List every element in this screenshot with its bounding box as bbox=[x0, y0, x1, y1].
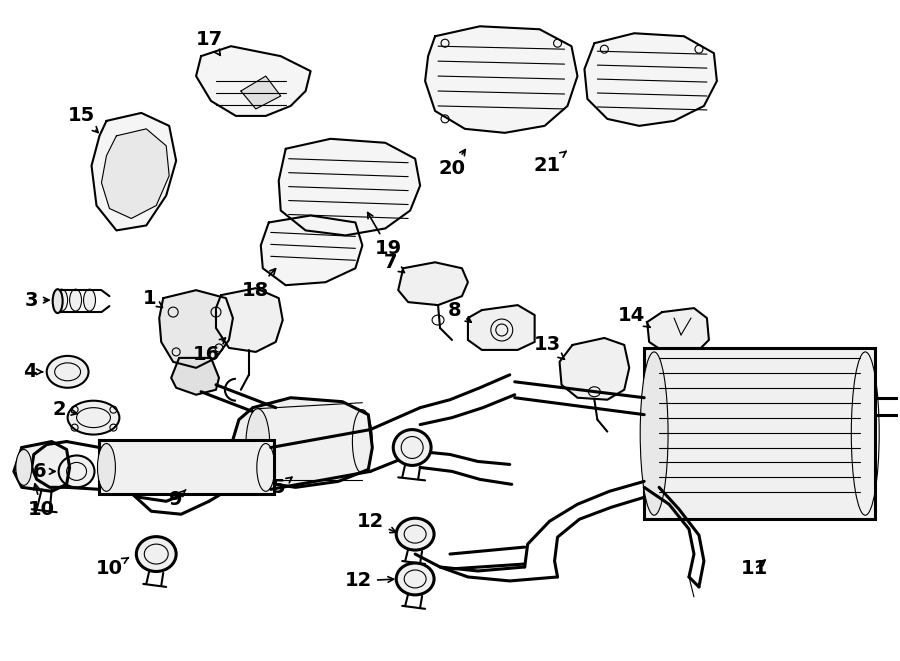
Bar bbox=[644, 348, 875, 519]
Polygon shape bbox=[261, 215, 363, 285]
Text: 8: 8 bbox=[448, 301, 472, 323]
Polygon shape bbox=[216, 288, 283, 352]
Text: 14: 14 bbox=[617, 305, 650, 327]
Text: 18: 18 bbox=[242, 268, 275, 299]
Ellipse shape bbox=[58, 455, 94, 487]
Text: 20: 20 bbox=[438, 149, 465, 178]
Polygon shape bbox=[102, 129, 169, 219]
Ellipse shape bbox=[47, 356, 88, 388]
Ellipse shape bbox=[396, 518, 434, 550]
Ellipse shape bbox=[68, 401, 120, 434]
Ellipse shape bbox=[53, 289, 63, 313]
Polygon shape bbox=[398, 262, 468, 305]
Text: 12: 12 bbox=[345, 572, 393, 590]
Text: 10: 10 bbox=[96, 558, 129, 578]
Text: 4: 4 bbox=[23, 362, 42, 381]
Polygon shape bbox=[584, 33, 717, 126]
Polygon shape bbox=[647, 308, 709, 352]
Ellipse shape bbox=[56, 289, 68, 311]
Polygon shape bbox=[241, 76, 281, 109]
Text: 5: 5 bbox=[272, 477, 292, 497]
Text: 9: 9 bbox=[169, 490, 185, 509]
Polygon shape bbox=[196, 46, 310, 116]
Text: 12: 12 bbox=[356, 512, 396, 533]
Ellipse shape bbox=[136, 537, 176, 572]
Polygon shape bbox=[171, 358, 219, 395]
Polygon shape bbox=[468, 305, 535, 350]
Text: 10: 10 bbox=[28, 484, 55, 519]
Text: 6: 6 bbox=[33, 462, 55, 481]
Ellipse shape bbox=[69, 289, 82, 311]
Ellipse shape bbox=[246, 408, 270, 481]
Polygon shape bbox=[425, 26, 578, 133]
Polygon shape bbox=[233, 398, 373, 487]
Text: 19: 19 bbox=[368, 213, 401, 258]
Ellipse shape bbox=[640, 352, 668, 515]
Polygon shape bbox=[560, 338, 629, 400]
Polygon shape bbox=[14, 442, 69, 491]
Ellipse shape bbox=[84, 289, 95, 311]
Text: 15: 15 bbox=[68, 106, 98, 133]
Text: 7: 7 bbox=[383, 253, 404, 272]
Ellipse shape bbox=[393, 430, 431, 465]
Text: 13: 13 bbox=[534, 335, 564, 359]
Text: 17: 17 bbox=[195, 30, 222, 56]
Ellipse shape bbox=[97, 444, 115, 491]
Polygon shape bbox=[279, 139, 420, 235]
Polygon shape bbox=[159, 290, 233, 368]
Ellipse shape bbox=[16, 449, 32, 485]
Text: 3: 3 bbox=[25, 291, 49, 309]
Bar bbox=[100, 440, 274, 494]
Text: 11: 11 bbox=[741, 559, 769, 578]
Text: 1: 1 bbox=[142, 289, 162, 307]
Text: 2: 2 bbox=[53, 400, 77, 419]
Polygon shape bbox=[92, 113, 176, 231]
Ellipse shape bbox=[396, 563, 434, 595]
Text: 16: 16 bbox=[193, 338, 225, 364]
Text: 21: 21 bbox=[534, 151, 566, 175]
